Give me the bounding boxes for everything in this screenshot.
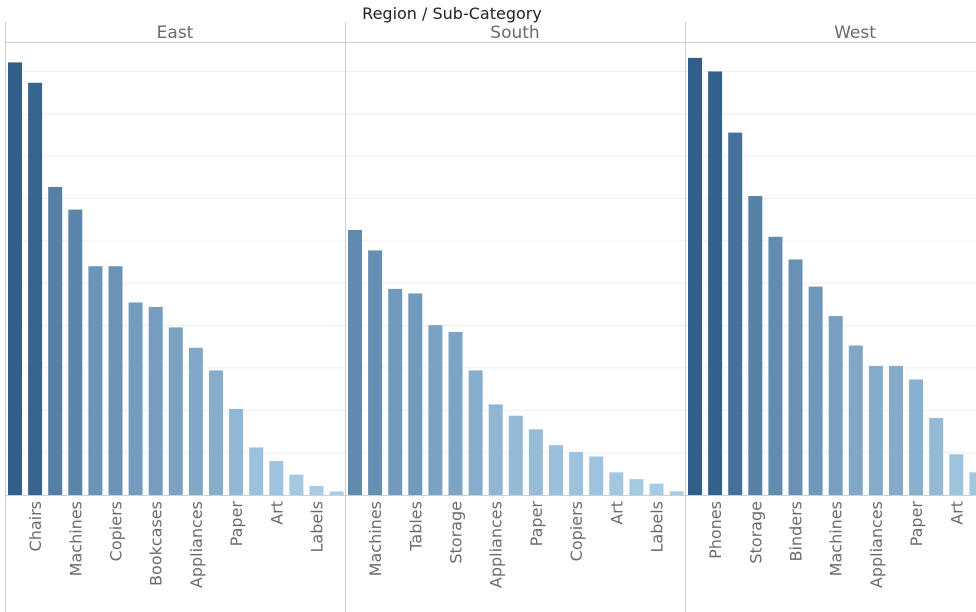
bar[interactable] bbox=[468, 370, 483, 495]
panel-west: West Phones Storage Binders Machines Applianc… bbox=[688, 23, 976, 588]
bar[interactable] bbox=[408, 293, 423, 495]
bar[interactable] bbox=[209, 370, 223, 495]
bar[interactable] bbox=[528, 429, 543, 495]
panel-label: East bbox=[157, 23, 194, 43]
x-tick-label: Tables bbox=[406, 501, 425, 552]
bar[interactable] bbox=[808, 286, 823, 495]
bar[interactable] bbox=[589, 456, 604, 495]
bar[interactable] bbox=[549, 445, 563, 495]
panel-label: South bbox=[490, 23, 539, 43]
bar[interactable] bbox=[388, 288, 403, 495]
x-tick-label: Appliances bbox=[487, 501, 506, 588]
x-tick-label: Machines bbox=[827, 501, 846, 576]
panel-south: South Machines Tables Storage Appliances Pape… bbox=[348, 23, 684, 588]
bar[interactable] bbox=[168, 327, 183, 495]
x-tick-label: Art bbox=[267, 501, 286, 525]
bar[interactable] bbox=[969, 472, 976, 495]
x-tick-label: Binders bbox=[787, 501, 806, 561]
x-tick-label: Art bbox=[607, 501, 626, 525]
bar[interactable] bbox=[488, 404, 503, 495]
panel-label: West bbox=[834, 23, 876, 43]
bar[interactable] bbox=[728, 132, 743, 495]
bar[interactable] bbox=[188, 347, 203, 495]
bar[interactable] bbox=[629, 479, 644, 495]
x-tick-label: Phones bbox=[706, 501, 725, 559]
bar[interactable] bbox=[708, 71, 723, 495]
x-tick-label: Paper bbox=[227, 501, 246, 547]
x-tick-label: Labels bbox=[308, 501, 327, 553]
bar[interactable] bbox=[768, 236, 783, 496]
bar[interactable] bbox=[828, 316, 843, 495]
chart-body: East Chairs Machines Copiers Bookcases Applia… bbox=[5, 22, 976, 612]
bar[interactable] bbox=[929, 417, 944, 495]
bar[interactable] bbox=[128, 302, 143, 495]
x-tick-label: Machines bbox=[366, 501, 385, 576]
bar[interactable] bbox=[88, 266, 103, 495]
bar[interactable] bbox=[329, 491, 344, 495]
bar[interactable] bbox=[269, 461, 284, 495]
x-tick-label: Storage bbox=[447, 501, 466, 564]
bar[interactable] bbox=[889, 365, 903, 495]
x-tick-label: Labels bbox=[648, 501, 667, 553]
bar[interactable] bbox=[108, 266, 123, 495]
panel-east: East Chairs Machines Copiers Bookcases Applia… bbox=[8, 23, 344, 588]
x-tick-label: Storage bbox=[746, 501, 765, 564]
x-tick-label: Copiers bbox=[107, 501, 126, 561]
bar[interactable] bbox=[649, 483, 664, 495]
bar[interactable] bbox=[688, 57, 702, 495]
bar[interactable] bbox=[949, 454, 964, 495]
bar[interactable] bbox=[68, 209, 83, 496]
bar[interactable] bbox=[669, 491, 684, 495]
bar[interactable] bbox=[8, 62, 22, 495]
x-tick-label: Appliances bbox=[187, 501, 206, 588]
bar[interactable] bbox=[289, 474, 304, 495]
bar[interactable] bbox=[309, 485, 324, 495]
bar[interactable] bbox=[508, 415, 523, 495]
bar[interactable] bbox=[609, 472, 624, 495]
gridlines bbox=[5, 70, 976, 454]
x-tick-label: Bookcases bbox=[147, 501, 166, 586]
bar[interactable] bbox=[909, 379, 924, 495]
bar[interactable] bbox=[569, 451, 584, 495]
chart-title: Region / Sub-Category bbox=[362, 4, 542, 23]
bar[interactable] bbox=[348, 229, 362, 495]
bar[interactable] bbox=[48, 186, 63, 495]
x-tick-label: Paper bbox=[907, 501, 926, 547]
x-tick-label: Paper bbox=[527, 501, 546, 547]
bar[interactable] bbox=[868, 365, 883, 495]
bar[interactable] bbox=[788, 259, 803, 495]
bar[interactable] bbox=[748, 196, 763, 495]
bar[interactable] bbox=[368, 250, 383, 495]
x-tick-label: Machines bbox=[66, 501, 85, 576]
bar[interactable] bbox=[848, 345, 863, 495]
x-tick-label: Chairs bbox=[26, 501, 45, 551]
x-tick-label: Art bbox=[947, 501, 966, 525]
bar[interactable] bbox=[428, 325, 443, 495]
bar[interactable] bbox=[229, 408, 244, 495]
bar[interactable] bbox=[28, 82, 43, 496]
bar[interactable] bbox=[448, 331, 463, 495]
x-tick-label: Appliances bbox=[867, 501, 886, 588]
x-tick-label: Copiers bbox=[567, 501, 586, 561]
bar[interactable] bbox=[148, 307, 163, 495]
bar[interactable] bbox=[249, 447, 264, 495]
